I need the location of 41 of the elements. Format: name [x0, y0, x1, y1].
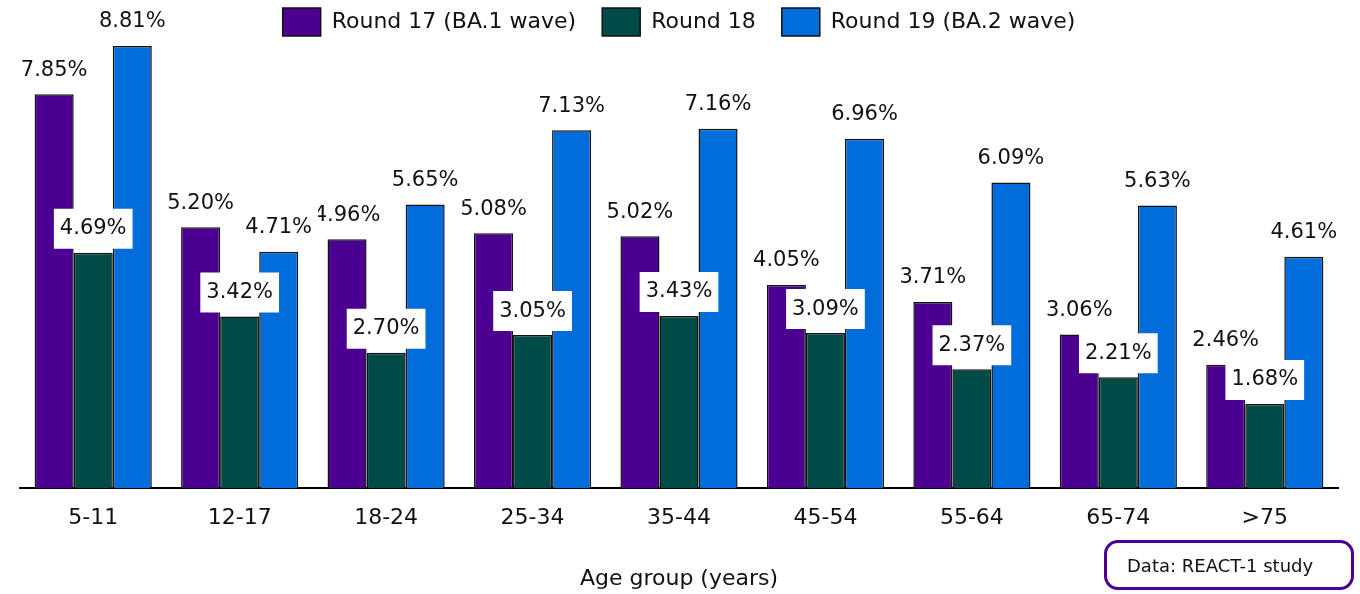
- data-label: 4.96%: [313, 201, 381, 226]
- x-tick-label: 45-54: [793, 504, 858, 530]
- data-label: 3.09%: [792, 295, 859, 320]
- data-label: 2.70%: [352, 315, 420, 340]
- data-label: 3.06%: [1045, 297, 1113, 322]
- x-tick-label: 5-11: [68, 504, 119, 530]
- data-label: 5.63%: [1124, 168, 1191, 193]
- data-label: 4.69%: [59, 215, 127, 240]
- x-tick-label: 55-64: [939, 504, 1004, 530]
- data-label: 2.21%: [1084, 339, 1152, 364]
- data-label: 5.65%: [391, 167, 459, 192]
- data-label: 6.96%: [831, 101, 898, 126]
- data-label: 1.68%: [1231, 366, 1299, 391]
- legend-label: Round 18: [651, 7, 756, 33]
- data-label: 3.71%: [899, 264, 967, 289]
- data-label: 7.16%: [684, 91, 752, 116]
- data-label: 3.42%: [206, 278, 274, 303]
- data-label: 4.05%: [753, 247, 820, 272]
- legend-label: Round 19 (BA.2 wave): [830, 7, 1076, 33]
- data-label: 3.43%: [645, 278, 713, 303]
- legend-label: Round 17 (BA.1 wave): [331, 7, 577, 33]
- data-label: 4.71%: [245, 214, 313, 239]
- data-label: 5.02%: [606, 198, 674, 223]
- data-label: 7.13%: [538, 92, 605, 117]
- x-axis-title: Age group (years): [579, 564, 779, 590]
- x-tick-label: >75: [1241, 504, 1288, 530]
- data-label: 5.20%: [167, 189, 234, 214]
- x-tick-label: 65-74: [1086, 504, 1151, 530]
- x-tick-label: 18-24: [354, 504, 419, 530]
- note-frame: Data: REACT-1 study: [1104, 540, 1354, 590]
- x-tick-label: 12-17: [207, 504, 272, 530]
- x-tick-label: 25-34: [500, 504, 565, 530]
- x-tick-label: 35-44: [647, 504, 711, 530]
- data-label: 3.05%: [499, 297, 566, 322]
- data-label: 2.37%: [938, 331, 1006, 356]
- data-label: 2.46%: [1192, 327, 1260, 352]
- data-label: 4.61%: [1270, 219, 1338, 244]
- data-label: 7.85%: [20, 56, 88, 81]
- data-label: 6.09%: [977, 144, 1045, 169]
- data-label: 5.08%: [460, 195, 527, 220]
- data-label: 8.81%: [98, 8, 166, 33]
